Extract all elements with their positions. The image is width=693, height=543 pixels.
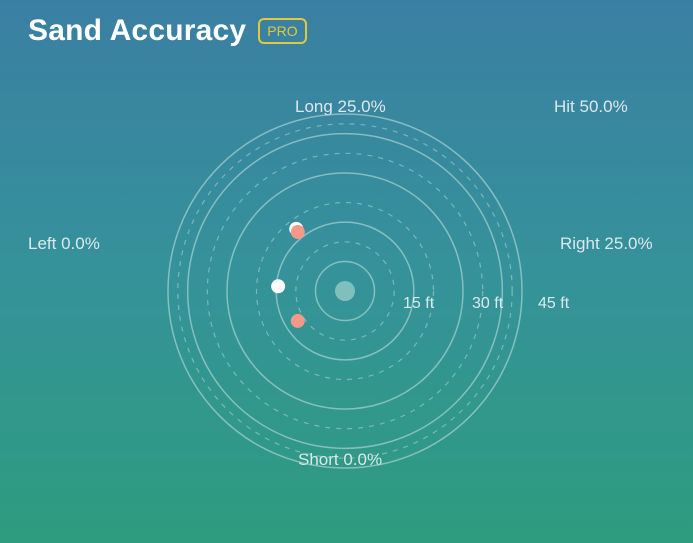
ring-labels: 15 ft 30 ft 45 ft xyxy=(403,295,570,312)
target-rings xyxy=(167,113,523,469)
left-stat: Left 0.0% xyxy=(28,234,100,253)
shot-point-miss[interactable] xyxy=(290,313,305,328)
ring-solid xyxy=(314,260,376,322)
ring-solid xyxy=(226,172,464,410)
shot-point-hit[interactable] xyxy=(271,279,286,294)
ring-dashed xyxy=(206,152,484,430)
long-stat: Long 25.0% xyxy=(295,97,386,116)
ring-solid xyxy=(167,113,523,469)
header: Sand Accuracy PRO xyxy=(28,14,307,48)
shot-point-miss[interactable] xyxy=(290,225,305,239)
ring-label-45ft: 45 ft xyxy=(538,295,570,312)
hit-stat: Hit 50.0% xyxy=(554,97,628,116)
ring-dashed xyxy=(177,123,513,459)
ring-solid xyxy=(186,132,504,450)
right-stat: Right 25.0% xyxy=(560,234,653,253)
short-stat: Short 0.0% xyxy=(298,450,383,469)
ring-label-15ft: 15 ft xyxy=(403,295,435,312)
ring-dashed xyxy=(295,241,395,341)
shot-points xyxy=(271,221,305,328)
pro-badge[interactable]: PRO xyxy=(258,18,307,44)
page-title: Sand Accuracy xyxy=(28,14,247,47)
ring-dashed xyxy=(255,201,435,381)
ring-label-30ft: 30 ft xyxy=(472,295,504,312)
target-center xyxy=(335,281,355,301)
